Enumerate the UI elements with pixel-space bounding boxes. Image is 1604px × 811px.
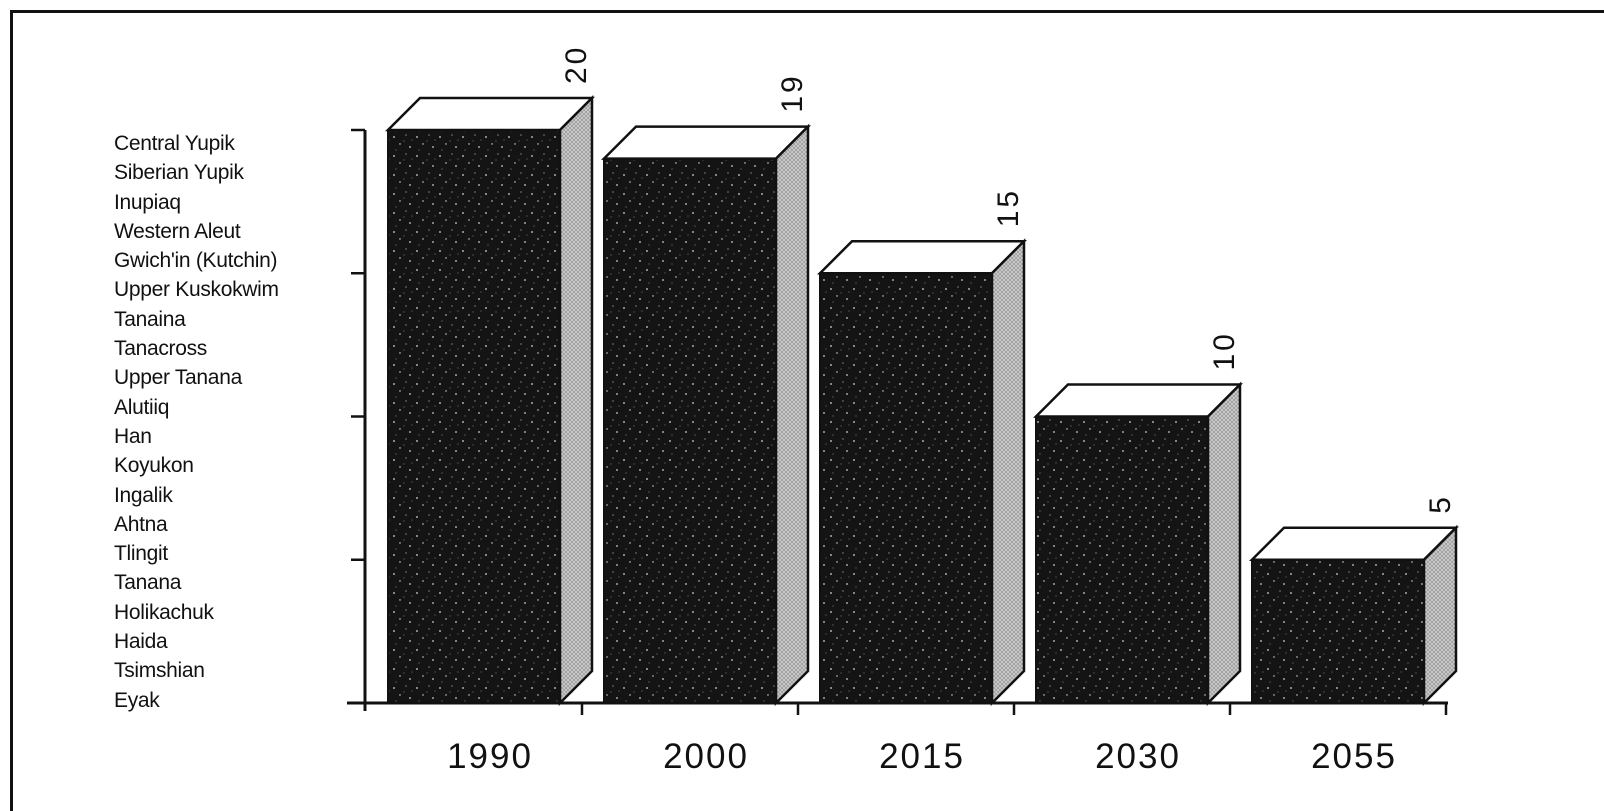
bar [600,123,812,707]
language-list-item: Gwich'in (Kutchin) [114,249,278,273]
language-list-item: Haida [114,630,168,654]
bar-side-face [774,123,810,707]
bar-top-face [600,125,812,160]
language-list-item: Siberian Yupik [114,161,244,185]
language-list-item: Koyukon [114,454,194,478]
bar [384,94,596,707]
bar [1248,524,1460,707]
bar-top-face [1032,383,1244,418]
language-list-item: Eyak [114,688,160,712]
language-list-item: Upper Tanana [114,366,242,390]
language-list-item: Holikachuk [114,600,214,624]
language-list-item: Tanana [114,571,182,595]
x-tick-label: 2030 [1095,737,1181,776]
bar-side-face [558,94,594,707]
language-list-item: Inupiaq [114,190,181,214]
language-list-item: Han [114,424,152,448]
bar-side-face [1206,381,1242,707]
language-list-item: Ingalik [114,483,173,507]
bar-front-face [819,272,993,704]
bar [1032,381,1244,707]
data-label: 5 [1424,494,1457,514]
bar-front-face [603,157,777,704]
language-list-item: Western Aleut [114,219,241,243]
bar [816,238,1028,707]
bar-front-face [387,129,561,704]
bar-front-face [1251,558,1425,704]
data-label: 15 [992,188,1025,227]
language-list-item: Upper Kuskokwim [114,278,279,302]
language-list-item: Ahtna [114,512,168,536]
language-list-item: Tsimshian [114,659,205,683]
language-list-item: Central Yupik [114,132,235,155]
language-list-item: Alutiiq [114,395,170,419]
x-tick-label: 2000 [663,737,749,776]
data-label: 20 [560,45,593,84]
bar-side-face [1422,524,1458,707]
x-tick-label: 2055 [1311,737,1397,776]
bar-top-face [816,240,1028,275]
bar-side-face [990,238,1026,707]
chart-frame [10,10,1604,811]
bar-front-face [1035,415,1209,704]
language-list-item: Tanaina [114,307,186,331]
bar-top-face [384,96,596,132]
language-list-item: Tanacross [114,337,208,361]
x-tick-label: 2015 [879,737,965,776]
data-label: 10 [1208,331,1241,370]
data-label: 19 [776,73,809,112]
language-list: Central Yupik Siberian Yupik Inupiaq Wester… [114,129,279,715]
bar-top-face [1248,526,1460,561]
language-list-item: Tlingit [114,542,168,566]
x-tick-label: 1990 [447,737,533,776]
